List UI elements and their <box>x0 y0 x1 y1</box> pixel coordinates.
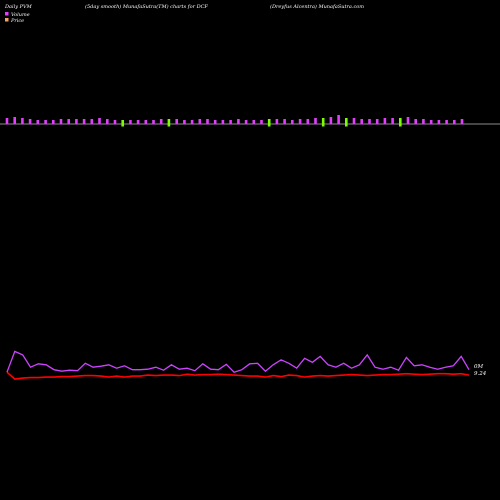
volume-bar <box>337 115 340 125</box>
volume-bar <box>21 118 24 125</box>
end-label-price: 9.24 <box>474 371 487 377</box>
legend-volume-swatch <box>5 12 9 16</box>
volume-bar <box>44 120 47 125</box>
volume-bar <box>52 120 55 125</box>
volume-bar <box>82 119 86 125</box>
volume-bar <box>360 119 363 125</box>
volume-bar <box>75 119 78 125</box>
volume-bar <box>406 117 410 125</box>
volume-bar <box>121 120 124 127</box>
volume-bar <box>136 120 140 125</box>
volume-bar <box>28 119 32 125</box>
header-left: Daily PVM <box>4 4 33 10</box>
volume-bar <box>144 120 148 125</box>
volume-bar <box>183 120 186 125</box>
volume-bar <box>314 118 317 125</box>
volume-bar <box>90 119 94 125</box>
volume-bar <box>414 119 417 125</box>
volume-bar <box>283 119 286 125</box>
volume-bar <box>291 120 294 125</box>
volume-bar <box>352 118 356 125</box>
volume-bar <box>429 120 433 125</box>
volume-bar <box>198 119 202 125</box>
volume-bar <box>13 117 16 125</box>
legend: Volume Price <box>5 12 30 24</box>
volume-bar <box>321 118 325 127</box>
volume-bar <box>36 120 40 125</box>
volume-bar <box>206 119 209 125</box>
end-label-volume: 0M <box>474 364 483 370</box>
volume-bar <box>329 117 333 125</box>
volume-bar <box>244 120 248 125</box>
volume-bar <box>167 119 171 127</box>
volume-bar <box>252 120 256 125</box>
volume-bar <box>113 120 117 125</box>
volume-bar <box>190 120 194 125</box>
volume-bar <box>106 119 109 125</box>
volume-bar <box>129 120 132 125</box>
volume-bar <box>67 119 70 125</box>
volume-bar <box>345 118 348 127</box>
volume-bar <box>221 120 225 125</box>
header-right: (Dreyfus Alcentra) MunafaSutra.com <box>270 3 364 10</box>
volume-bar <box>152 120 155 125</box>
volume-bar <box>437 120 441 125</box>
volume-bar <box>422 119 425 125</box>
header-middle: (5day smooth) MunafaSutra(TM) charts for… <box>85 3 208 10</box>
volume-bar <box>175 119 178 125</box>
volume-bar <box>260 120 263 125</box>
volume-bar <box>399 118 402 127</box>
volume-bars <box>5 115 464 127</box>
volume-bar <box>5 118 9 125</box>
volume-bar <box>453 120 456 125</box>
volume-bar <box>298 119 302 125</box>
volume-bar <box>229 120 232 125</box>
volume-bar <box>368 119 371 125</box>
legend-price-label: Price <box>10 18 24 24</box>
volume-bar <box>391 118 394 125</box>
volume-bar <box>98 118 101 125</box>
volume-bar <box>375 119 379 125</box>
volume-line <box>6 350 470 373</box>
volume-bar <box>213 120 217 125</box>
volume-bar <box>383 118 387 125</box>
volume-bar <box>237 119 240 125</box>
volume-bar <box>275 119 279 125</box>
volume-bar <box>306 119 310 125</box>
volume-bar <box>267 119 271 127</box>
volume-bar <box>159 119 163 125</box>
legend-price-swatch <box>5 18 9 22</box>
price-line <box>6 371 470 380</box>
volume-bar <box>460 119 464 125</box>
legend-volume-label: Volume <box>11 12 30 18</box>
volume-bar <box>445 120 448 125</box>
volume-bar <box>59 119 63 125</box>
